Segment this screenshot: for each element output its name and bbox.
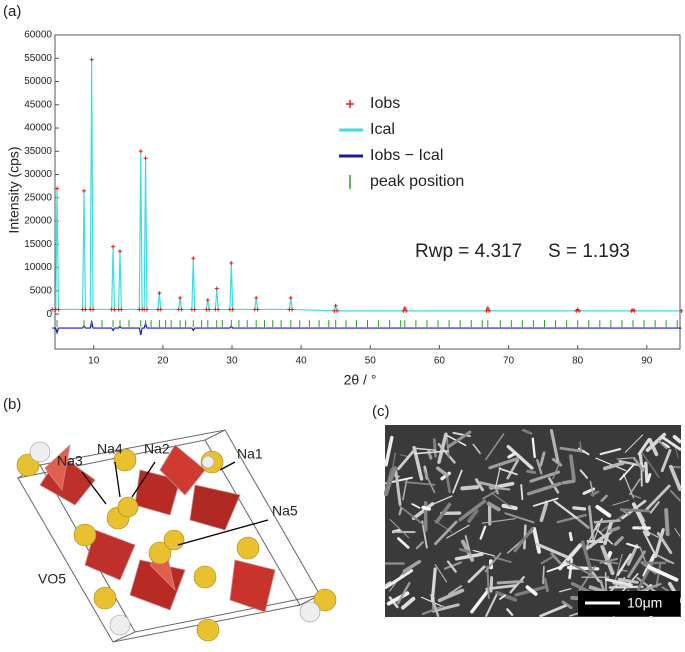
obs-point	[119, 307, 123, 311]
y-axis-label: Intensity (cps)	[6, 146, 22, 233]
x-tick-label: 40	[296, 356, 308, 367]
x-tick-label: 70	[503, 356, 515, 367]
fiber	[621, 510, 649, 511]
legend-label: peak position	[370, 173, 464, 190]
obs-point	[229, 261, 233, 265]
scale-bar-label: 10μm	[627, 595, 662, 611]
obs-point	[157, 291, 161, 295]
y-tick-label: 10000	[24, 262, 52, 273]
annotation: S = 1.193	[548, 241, 630, 262]
obs-point	[335, 309, 339, 313]
fiber	[462, 487, 477, 488]
fiber	[521, 485, 522, 499]
obs-point	[83, 307, 87, 311]
fiber	[563, 481, 573, 483]
obs-point	[178, 296, 182, 300]
y-tick-label: 0	[46, 309, 52, 320]
x-axis-label: 2θ / °	[344, 372, 377, 388]
panel-label: (b)	[3, 396, 21, 413]
obs-point	[55, 187, 59, 191]
fiber	[646, 463, 647, 481]
y-tick-label: 40000	[24, 123, 52, 134]
y-tick-label: 5000	[30, 285, 53, 296]
y-tick-label: 25000	[24, 192, 52, 203]
obs-point	[112, 307, 116, 311]
y-tick-label: 30000	[24, 169, 52, 180]
obs-point	[144, 156, 148, 160]
x-tick-label: 50	[365, 356, 377, 367]
obs-point	[91, 307, 95, 311]
y-tick-label: 60000	[24, 30, 52, 41]
atom-label: Na4	[97, 441, 123, 457]
fiber	[574, 508, 585, 509]
obs-point	[159, 307, 163, 311]
series-line	[52, 321, 681, 335]
x-tick-label: 90	[641, 356, 653, 367]
obs-point	[254, 296, 258, 300]
fiber	[528, 471, 535, 472]
obs-point	[145, 307, 149, 311]
legend-marker	[346, 100, 354, 108]
fiber	[434, 440, 435, 456]
atom-label: Na2	[144, 441, 170, 457]
x-tick-label: 60	[434, 356, 446, 367]
y-tick-label: 15000	[24, 239, 52, 250]
panel-label: (c)	[372, 403, 390, 420]
y-tick-label: 45000	[24, 99, 52, 110]
x-tick-label: 80	[572, 356, 584, 367]
obs-point	[82, 189, 86, 193]
x-tick-label: 30	[226, 356, 238, 367]
x-tick-label: 10	[88, 356, 100, 367]
obs-point	[111, 245, 115, 249]
obs-point	[191, 256, 195, 260]
obs-point	[216, 307, 220, 311]
panel-label: (a)	[3, 3, 21, 20]
legend-label: Ical	[370, 121, 395, 138]
annotation: Rwp = 4.317	[415, 241, 522, 262]
y-tick-label: 50000	[24, 76, 52, 87]
plot-frame	[55, 35, 680, 349]
atom-label: VO5	[38, 571, 66, 587]
y-tick-label: 35000	[24, 146, 52, 157]
atom-label: Na5	[272, 503, 298, 519]
x-tick-label: 20	[157, 356, 169, 367]
fiber	[423, 508, 429, 509]
fiber	[498, 582, 522, 583]
y-tick-label: 20000	[24, 216, 52, 227]
obs-point	[215, 287, 219, 291]
fiber	[570, 533, 571, 540]
y-tick-label: 55000	[24, 53, 52, 64]
legend-label: Iobs	[370, 95, 400, 112]
obs-point	[118, 249, 122, 253]
obs-point	[334, 304, 338, 308]
series-line	[52, 60, 681, 311]
obs-point	[139, 149, 143, 153]
fiber	[595, 521, 620, 523]
legend-label: Iobs − Ical	[370, 147, 443, 164]
atom-label: Na1	[237, 446, 263, 462]
fiber	[491, 578, 492, 592]
obs-point	[90, 58, 94, 62]
fiber	[400, 508, 402, 514]
obs-point	[180, 307, 184, 311]
obs-point	[207, 307, 211, 311]
obs-point	[289, 296, 293, 300]
obs-point	[56, 307, 60, 311]
obs-point	[256, 307, 260, 311]
atom-label: Na3	[57, 453, 83, 469]
fiber	[641, 456, 642, 486]
fiber	[543, 567, 544, 584]
obs-point	[290, 307, 294, 311]
obs-point	[206, 298, 210, 302]
obs-point	[193, 307, 197, 311]
obs-point	[231, 307, 235, 311]
fiber	[666, 510, 668, 534]
